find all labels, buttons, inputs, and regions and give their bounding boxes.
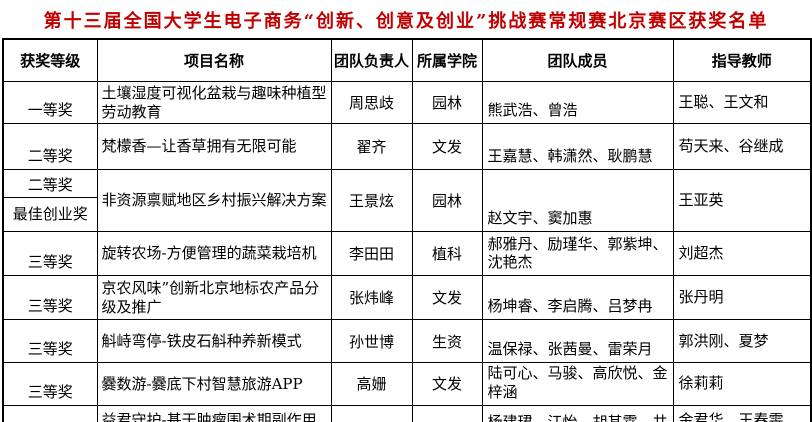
advisors-cell: 王亚英 [672,169,812,232]
college-cell: 生资 [411,319,483,363]
table-row: 三等奖 京农风味”创新北京地标农产品分级及推广 张炜峰 文发 杨坤睿、李启腾、吕梦冉 张丹… [2,275,812,320]
team-leader-cell: 周思歧 [330,81,413,124]
project-name-cell: 土壤湿度可视化盆栽与趣味种植型劳动教育 [96,81,332,124]
award-label: 最佳创业奖 [12,205,88,223]
advisors-cell: 金君华、王春雯、商维虎 [672,404,812,422]
award-cell: 三等奖 [2,404,98,422]
table-row: 三等奖 斛峙弯停-铁皮石斛种养新模式 孙世博 生资 温保禄、张茜曼、雷荣月 郭洪刚、夏梦 [2,319,812,363]
project-name-cell: 斛峙弯停-铁皮石斛种养新模式 [96,319,332,363]
advisors-cell: 张丹明 [672,275,812,320]
table-header: 获奖等级 项目名称 团队负责人 所属学院 团队成员 指导教师 [2,38,812,82]
college-cell: 园林 [411,169,483,232]
project-name-cell: 京农风味”创新北京地标农产品分级及推广 [96,275,332,320]
college-cell: 植科 [411,231,483,276]
team-members-cell: 陆可心、马骏、高欣悦、金梓涵 [481,362,674,406]
college-cell: 食品 [411,404,483,422]
advisors-cell: 王聪、王文和 [672,81,812,124]
team-members-cell: 温保禄、张茜曼、雷荣月 [481,319,674,363]
table-row: 三等奖 爨数游-爨底下村智慧旅游APP 高姗 文发 陆可心、马骏、高欣悦、金梓涵 徐莉莉 [2,362,812,406]
award-cell: 一等奖 [2,81,98,124]
team-leader-cell: 张炜峰 [330,275,413,320]
awards-table: 获奖等级 项目名称 团队负责人 所属学院 团队成员 指导教师 一等奖 土壤湿度可视化盆栽与趣… [2,38,812,422]
column-header: 团队负责人 [330,38,413,82]
column-header: 所属学院 [411,38,483,82]
team-leader-cell: 李田田 [330,231,413,276]
header-row: 获奖等级 项目名称 团队负责人 所属学院 团队成员 指导教师 [2,38,812,82]
award-cell: 三等奖 [2,362,98,406]
table-row: 三等奖益君守护-基于肿瘤围术期副作用症状的益生菌特医食品开发刘可欣食品杨建珺、江… [2,404,812,422]
team-members-cell: 杨建珺、江怡、胡其霖、井楠清 [481,404,674,422]
table-body: 一等奖 土壤湿度可视化盆栽与趣味种植型劳动教育 周思歧 园林 熊武浩、曾浩 王聪、王文和二… [2,81,812,422]
college-cell: 文发 [411,362,483,406]
advisors-cell: 郭洪刚、夏梦 [672,319,812,363]
award-cell: 二等奖 [2,123,98,170]
award-cell: 三等奖 [2,231,98,276]
college-cell: 文发 [411,275,483,320]
award-cell: 三等奖 [2,319,98,363]
table-row: 二等奖 梵檬香—让香草拥有无限可能 翟齐 文发 王嘉慧、韩潇然、耿鹏慧 苟天来、谷继成 [2,123,812,170]
team-leader-cell: 刘可欣 [330,404,413,422]
table-row: 一等奖 土壤湿度可视化盆栽与趣味种植型劳动教育 周思歧 园林 熊武浩、曾浩 王聪、王文和 [2,81,812,124]
college-cell: 文发 [411,123,483,170]
column-header: 团队成员 [481,38,674,82]
team-members-cell: 郝雅丹、励瑾华、郭紫坤、沈艳杰 [481,231,674,276]
project-name-cell: 旋转农场-方便管理的蔬菜栽培机 [96,231,332,276]
column-header: 指导教师 [672,38,812,82]
team-leader-cell: 孙世博 [330,319,413,363]
table-row: 二等奖最佳创业奖 非资源禀赋地区乡村振兴解决方案 王景炫 园林 赵文宇、窦加惠 王亚英 [2,169,812,232]
team-leader-cell: 翟齐 [330,123,413,170]
team-members-cell: 赵文宇、窦加惠 [481,169,674,232]
advisors-cell: 苟天来、谷继成 [672,123,812,170]
award-label: 二等奖 [4,171,96,198]
award-cell: 二等奖 最佳创业奖 [2,169,98,232]
award-cell: 三等奖 [2,275,98,320]
team-members-cell: 杨坤睿、李启腾、吕梦冉 [481,275,674,320]
project-name-cell: 益君守护-基于肿瘤围术期副作用症状的益生菌特医食品开发 [96,404,332,422]
advisors-cell: 刘超杰 [672,231,812,276]
team-leader-cell: 王景炫 [330,169,413,232]
team-leader-cell: 高姗 [330,362,413,406]
project-name-cell: 梵檬香—让香草拥有无限可能 [96,123,332,170]
column-header: 项目名称 [96,38,332,82]
project-name-cell: 爨数游-爨底下村智慧旅游APP [96,362,332,406]
advisors-cell: 徐莉莉 [672,362,812,406]
team-members-cell: 王嘉慧、韩潇然、耿鹏慧 [481,123,674,170]
table-row: 三等奖 旋转农场-方便管理的蔬菜栽培机 李田田 植科 郝雅丹、励瑾华、郭紫坤、沈艳杰 刘超… [2,231,812,276]
team-members-cell: 熊武浩、曾浩 [481,81,674,124]
project-name-cell: 非资源禀赋地区乡村振兴解决方案 [96,169,332,232]
page-title: 第十三届全国大学生电子商务“创新、创意及创业”挑战赛常规赛北京赛区获奖名单 [43,10,769,32]
column-header: 获奖等级 [2,38,98,82]
college-cell: 园林 [411,81,483,124]
